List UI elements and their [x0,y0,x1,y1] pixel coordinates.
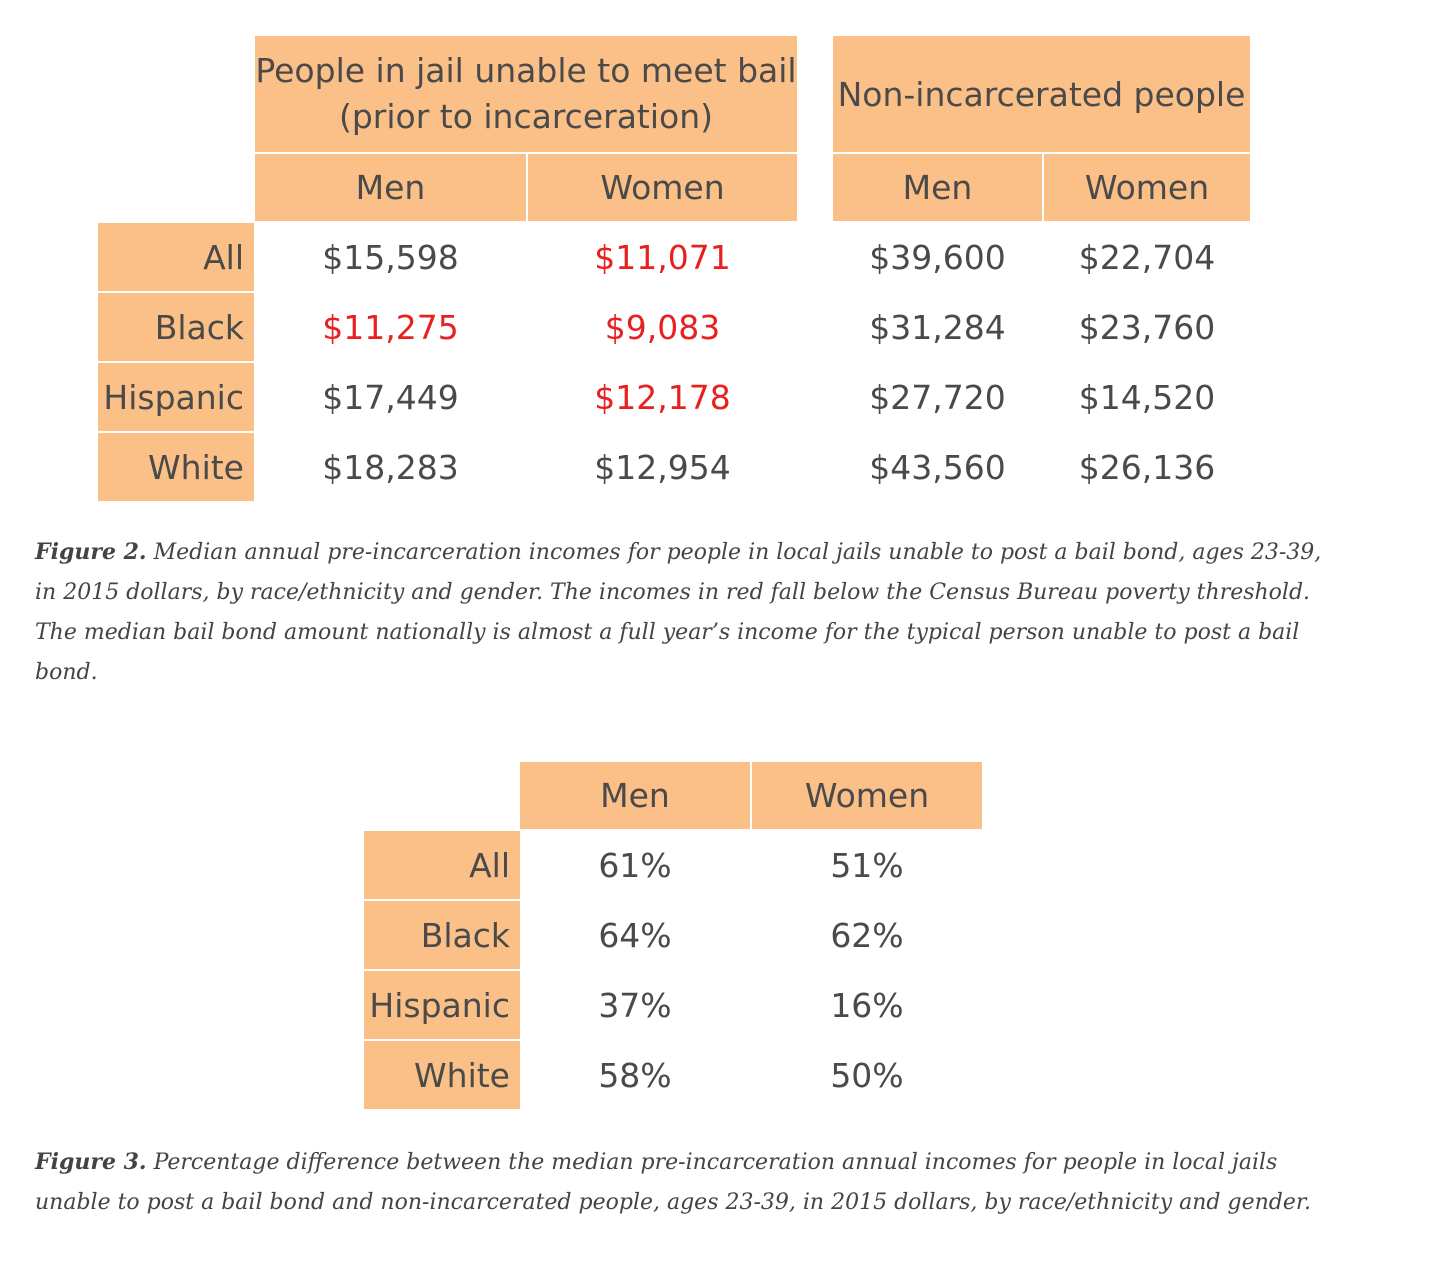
row-label: All [98,223,254,291]
col-header-nonincarcerated-women: Women [1044,154,1250,221]
table-cell: $11,275 [322,307,459,347]
figure-2-caption: Figure 2. Median annual pre-incarceratio… [35,532,1325,693]
table-cell: $17,449 [322,377,459,417]
table-cell: $31,284 [869,307,1006,347]
jail-header-line1: People in jail unable to meet bail [255,51,797,90]
table-cell: $43,560 [869,447,1006,487]
table-cell: 61% [598,845,672,885]
table-cell: $39,600 [869,237,1006,277]
table-cell: 58% [598,1055,672,1095]
table-cell: $12,954 [594,447,731,487]
table-cell: $22,704 [1078,237,1216,277]
row-label: All [364,831,520,899]
table-cell: $15,598 [322,237,459,277]
row-label: White [98,433,254,501]
caption-label: Figure 2. [35,539,147,565]
row-label: White [364,1041,520,1109]
table-cell: 64% [598,915,672,955]
table-cell: $23,760 [1078,307,1216,347]
figure-3-caption: Figure 3. Percentage difference between … [35,1142,1335,1223]
table-cell: 37% [598,985,672,1025]
table-cell: $11,071 [594,237,731,277]
col-header-men: Men [520,762,750,829]
non-incarcerated-group-header: Non-incarcerated people [833,36,1250,152]
col-header-jail-men: Men [255,154,526,221]
row-label: Hispanic [364,971,520,1039]
table-cell: $14,520 [1078,377,1216,417]
table-cell: 16% [830,985,904,1025]
caption-text: Median annual pre-incarceration incomes … [35,540,1322,685]
table-cell: 50% [830,1055,904,1095]
jail-header-line2: (prior to incarceration) [338,97,714,136]
table-cell: $9,083 [604,307,721,347]
row-label: Hispanic [98,363,254,431]
table-cell: $26,136 [1078,447,1216,487]
col-header-jail-women: Women [528,154,797,221]
table-cell: $12,178 [594,377,731,417]
row-label: Black [364,901,520,969]
caption-text: Percentage difference between the median… [35,1150,1311,1215]
table-cell: $27,720 [869,377,1006,417]
table-cell: 62% [830,915,904,955]
caption-label: Figure 3. [35,1149,147,1175]
col-header-women: Women [752,762,982,829]
table-cell: 51% [830,845,904,885]
col-header-nonincarcerated-men: Men [833,154,1042,221]
table-cell: $18,283 [322,447,459,487]
row-label: Black [98,293,254,361]
jail-group-header: People in jail unable to meet bail (prio… [255,36,797,152]
